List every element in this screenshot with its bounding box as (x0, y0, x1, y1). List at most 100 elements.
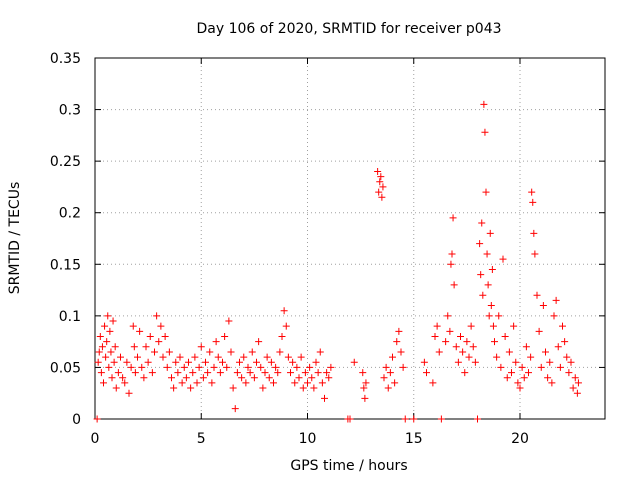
data-point (136, 327, 144, 335)
data-point (461, 369, 469, 377)
data-point (442, 338, 450, 346)
data-point (559, 322, 566, 330)
data-point (384, 384, 392, 392)
data-point (174, 369, 182, 377)
data-point (395, 327, 403, 335)
axis-ticks: 0 5 10 15 20 0 0.05 0.1 0.15 0.2 0.25 0.3 0.35 (50, 51, 605, 447)
data-point (159, 353, 167, 361)
data-point (565, 369, 573, 377)
data-point (238, 374, 246, 382)
data-point (130, 343, 138, 351)
data-point (310, 384, 318, 392)
data-point (433, 322, 441, 330)
data-point (284, 353, 292, 361)
data-point (380, 374, 388, 382)
data-point (214, 353, 222, 361)
data-point (291, 379, 299, 387)
data-point (491, 338, 498, 346)
data-point (574, 379, 582, 387)
data-point (172, 358, 180, 366)
data-point (301, 369, 309, 377)
data-point (212, 338, 220, 346)
data-point (98, 343, 106, 351)
data-point (95, 348, 103, 356)
data-point (467, 322, 475, 330)
data-point (102, 353, 110, 361)
data-point (471, 358, 479, 366)
data-point (250, 374, 258, 382)
data-point (106, 327, 114, 335)
data-point (195, 363, 203, 371)
data-point (474, 415, 481, 423)
data-point (146, 332, 154, 340)
data-point (104, 312, 112, 320)
data-point (255, 338, 263, 346)
data-point (327, 363, 335, 371)
data-point (423, 369, 430, 377)
data-point (105, 363, 113, 371)
data-point (361, 394, 369, 402)
data-point (182, 374, 190, 382)
data-point (573, 389, 581, 397)
data-point (391, 379, 399, 387)
data-point (379, 183, 387, 191)
data-point (312, 358, 320, 366)
data-point (227, 348, 235, 356)
data-point (476, 240, 484, 248)
data-point (278, 332, 286, 340)
data-point (480, 100, 488, 108)
data-point (454, 358, 462, 366)
data-point (134, 353, 141, 361)
data-point (131, 369, 139, 377)
data-point (101, 322, 109, 330)
data-point (219, 358, 226, 366)
data-point (539, 302, 547, 310)
data-point (191, 353, 199, 361)
data-point (180, 363, 188, 371)
data-point (257, 363, 265, 371)
x-tick-label: 10 (299, 431, 317, 447)
data-point (117, 353, 124, 361)
data-point (193, 379, 201, 387)
data-point (248, 348, 256, 356)
data-point (216, 369, 224, 377)
data-point (503, 374, 511, 382)
data-point (96, 332, 104, 340)
data-point (299, 384, 307, 392)
data-point (206, 348, 214, 356)
data-point (231, 405, 239, 413)
grid (95, 58, 605, 419)
data-points (93, 100, 582, 423)
data-point (321, 394, 328, 402)
data-point (420, 358, 428, 366)
data-point (210, 363, 218, 371)
data-point (459, 348, 467, 356)
data-point (293, 363, 301, 371)
data-point (267, 358, 275, 366)
data-point (161, 332, 169, 340)
data-point (185, 358, 192, 366)
data-point (484, 281, 492, 289)
data-point (276, 348, 284, 356)
data-point (525, 369, 532, 377)
data-point (127, 363, 135, 371)
data-point (282, 322, 290, 330)
data-point (289, 358, 297, 366)
x-axis-label: GPS time / hours (290, 458, 407, 474)
data-point (202, 358, 209, 366)
data-point (123, 358, 131, 366)
data-point (265, 374, 273, 382)
data-point (110, 358, 118, 366)
data-point (155, 338, 163, 346)
data-point (204, 369, 212, 377)
data-point (93, 415, 101, 423)
data-point (448, 250, 456, 258)
data-point (236, 358, 243, 366)
data-point (138, 363, 146, 371)
data-point (151, 348, 158, 356)
data-point (125, 389, 133, 397)
data-point (114, 369, 122, 377)
data-point (103, 338, 111, 346)
data-point (360, 384, 368, 392)
data-point (397, 348, 405, 356)
